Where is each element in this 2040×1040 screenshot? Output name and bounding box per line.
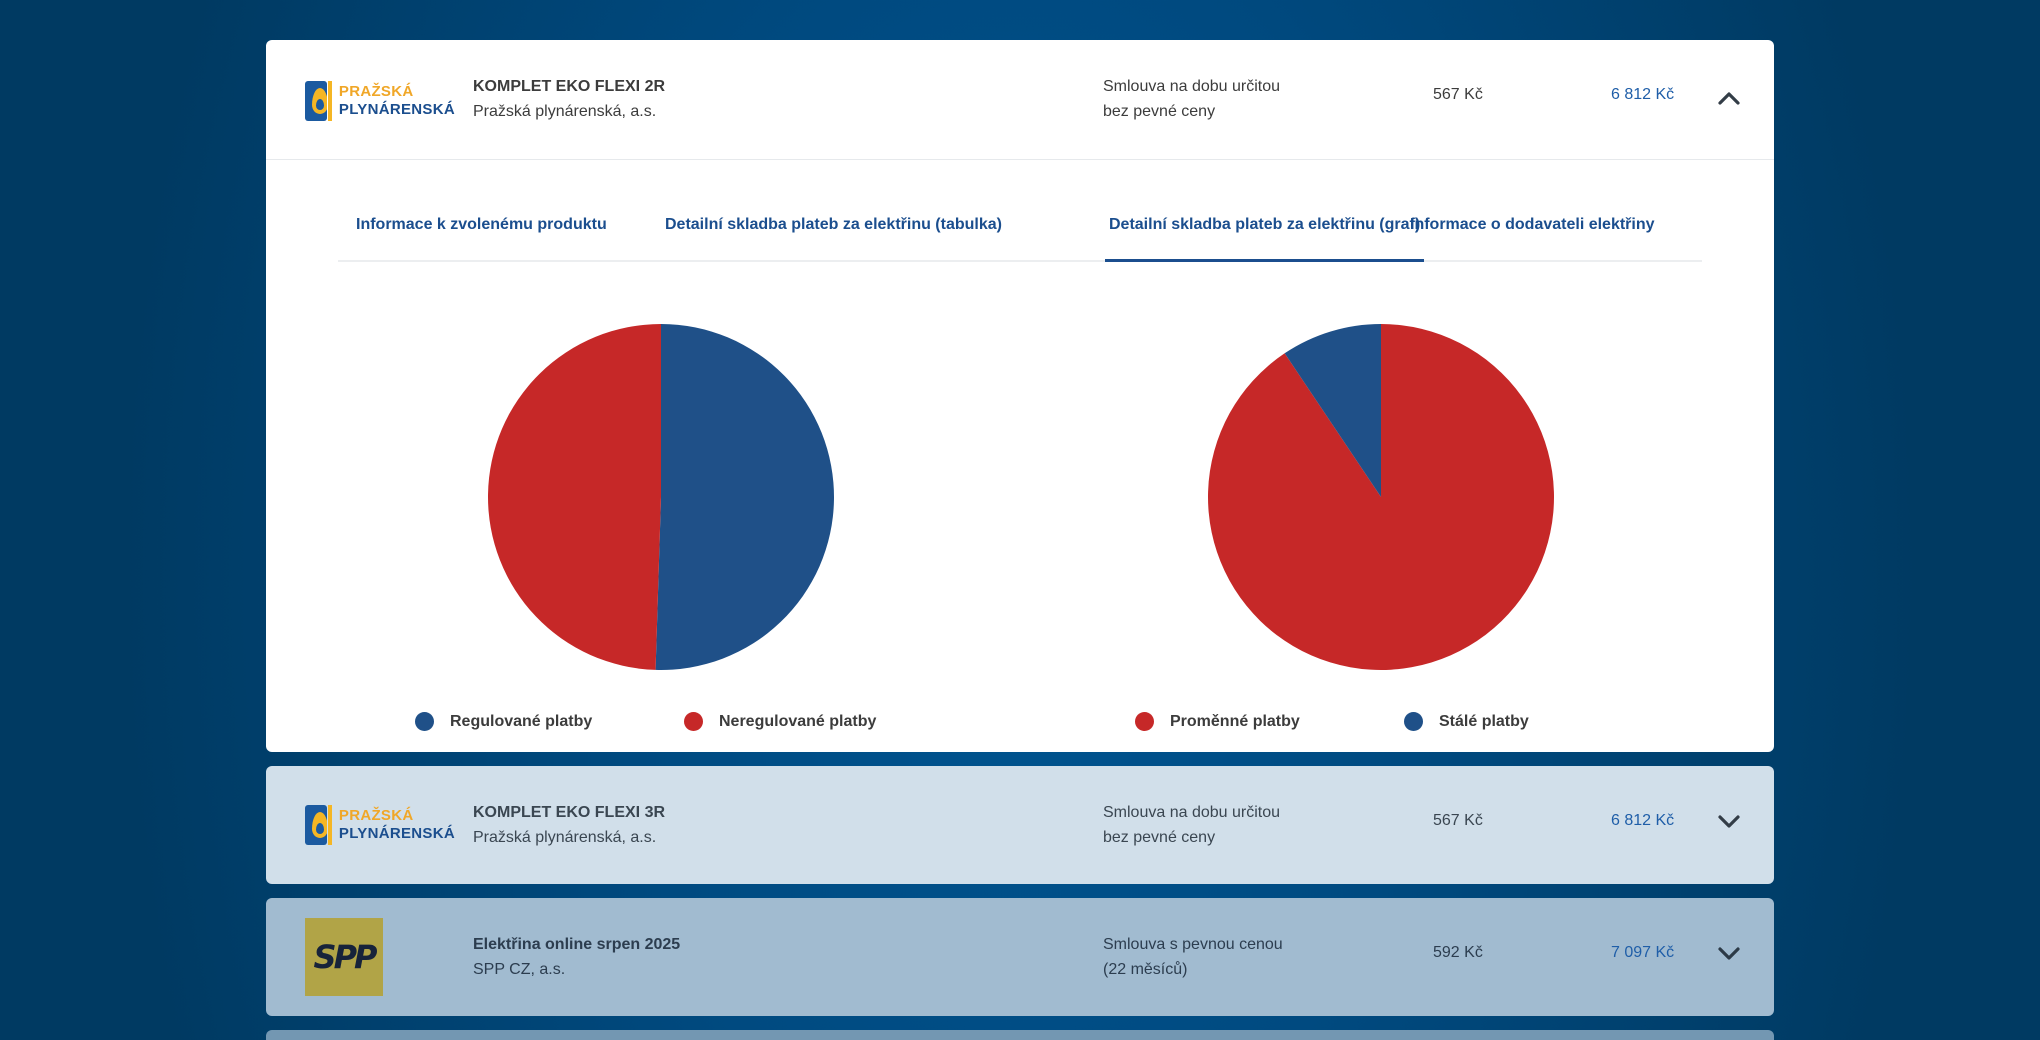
contract-line2: bez pevné ceny [1103,103,1216,120]
offer-card-partial[interactable] [266,1030,1774,1040]
product-name: KOMPLET EKO FLEXI 3R [473,804,666,821]
supplier-name: SPP CZ, a.s. [473,961,566,978]
contract-type: Smlouva s pevnou cenou (22 měsíců) [1103,932,1283,982]
legend-label: Regulované platby [450,712,593,730]
contract-line1: Smlouva na dobu určitou [1103,78,1280,95]
legend-label: Neregulované platby [719,712,877,730]
offer-card[interactable]: SPP Elektřina online srpen 2025 SPP CZ, … [266,898,1774,1016]
product-name: KOMPLET EKO FLEXI 2R [473,78,666,95]
legend-item-fixed: Stálé platby [1404,712,1529,731]
chevron-up-icon[interactable] [1718,90,1740,106]
pie-slice-neregulovan-platby[interactable] [487,324,661,670]
legend-dot-red [1135,712,1154,731]
pie-chart-variable: Proměnné platby Stálé platby [986,284,1706,734]
pie-slice-regulovan-platby[interactable] [655,324,834,670]
prazska-plynarenska-logo: PRAŽSKÁ PLYNÁRENSKÁ [305,81,455,121]
yearly-price: 6 812 Kč [1611,86,1675,103]
tab-label: Detailní skladba plateb za elektřinu (gr… [1109,216,1421,233]
prazska-plynarenska-logo: PRAŽSKÁ PLYNÁRENSKÁ [305,805,455,845]
legend-item-unregulated: Neregulované platby [684,712,876,731]
legend-dot-blue [1404,712,1423,731]
tab-label: Informace o dodavateli elektřiny [1410,216,1655,233]
tab-label: Detailní skladba plateb za elektřinu (ta… [665,216,1002,233]
monthly-price: 567 Kč [1433,86,1483,103]
spp-logo: SPP [305,918,383,996]
logo-text-line2: PLYNÁRENSKÁ [338,825,455,842]
yearly-price: 7 097 Kč [1611,944,1675,961]
yearly-price: 6 812 Kč [1611,812,1675,829]
legend-item-regulated: Regulované platby [415,712,592,731]
supplier-name: Pražská plynárenská, a.s. [473,829,657,846]
logo-text-line1: PRAŽSKÁ [338,807,414,824]
product-name: Elektřina online srpen 2025 [473,936,681,953]
tab-label: Informace k zvolenému produktu [356,216,607,233]
tab-payments-table[interactable]: Detailní skladba plateb za elektřinu (ta… [661,210,1006,262]
detail-tabs: Informace k zvolenému produktu Detailní … [338,210,1702,262]
contract-line1: Smlouva na dobu určitou [1103,804,1280,821]
legend-label: Stálé platby [1439,712,1529,730]
contract-line2: bez pevné ceny [1103,829,1216,846]
tab-product-info[interactable]: Informace k zvolenému produktu [352,210,611,262]
logo-text-line2: PLYNÁRENSKÁ [338,101,455,118]
supplier-name: Pražská plynárenská, a.s. [473,103,657,120]
pie-chart-svg [1208,324,1554,670]
chevron-down-icon[interactable] [1718,946,1740,962]
flame-icon [305,805,328,845]
offer-card[interactable]: PRAŽSKÁ PLYNÁRENSKÁ KOMPLET EKO FLEXI 3R… [266,766,1774,884]
contract-line2: (22 měsíců) [1103,961,1188,978]
chevron-down-icon[interactable] [1718,814,1740,830]
offer-header-row[interactable]: SPP Elektřina online srpen 2025 SPP CZ, … [266,898,1774,1016]
contract-line1: Smlouva s pevnou cenou [1103,936,1283,953]
tab-payments-chart[interactable]: Detailní skladba plateb za elektřinu (gr… [1105,210,1425,262]
legend-dot-blue [415,712,434,731]
offer-header-row[interactable]: PRAŽSKÁ PLYNÁRENSKÁ KOMPLET EKO FLEXI 2R… [266,40,1774,160]
monthly-price: 592 Kč [1433,944,1483,961]
contract-type: Smlouva na dobu určitou bez pevné ceny [1103,74,1280,124]
legend-dot-red [684,712,703,731]
logo-bar [328,805,332,845]
flame-icon [305,81,328,121]
pie-slice-st-l-platby[interactable] [1284,324,1381,497]
contract-type: Smlouva na dobu určitou bez pevné ceny [1103,800,1280,850]
offer-card-expanded: PRAŽSKÁ PLYNÁRENSKÁ KOMPLET EKO FLEXI 2R… [266,40,1774,752]
spp-logo-text: SPP [313,938,378,976]
monthly-price: 567 Kč [1433,812,1483,829]
pie-chart-svg [487,324,834,670]
logo-text-line1: PRAŽSKÁ [338,83,414,100]
legend-item-variable: Proměnné platby [1135,712,1300,731]
legend-label: Proměnné platby [1170,712,1300,730]
tab-supplier-info[interactable]: Informace o dodavateli elektřiny [1406,210,1659,262]
logo-bar [328,81,332,121]
pie-chart-regulated: Regulované platby Neregulované platby [266,284,986,734]
offer-header-row[interactable]: PRAŽSKÁ PLYNÁRENSKÁ KOMPLET EKO FLEXI 3R… [266,766,1774,884]
